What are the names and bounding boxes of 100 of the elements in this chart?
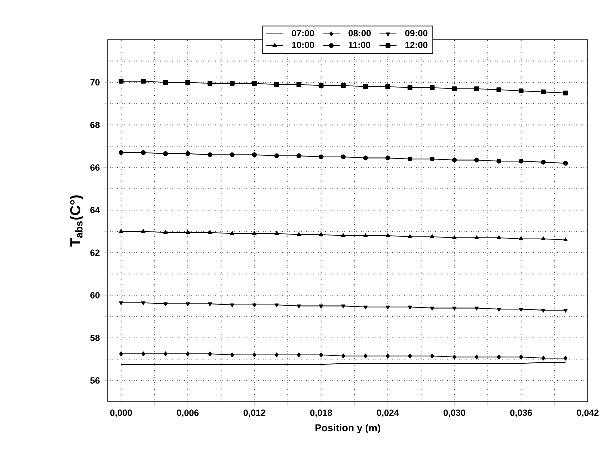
point — [186, 230, 190, 234]
y-tick-label: 58 — [90, 334, 100, 342]
x-tick-label: 0,042 — [577, 410, 599, 418]
point — [564, 309, 568, 313]
point — [452, 354, 457, 360]
point — [386, 234, 390, 238]
point — [542, 356, 546, 361]
point — [496, 308, 502, 312]
y-tick-label: 64 — [90, 207, 100, 214]
point — [474, 306, 480, 311]
point — [541, 236, 546, 240]
x-axis-title: Position y (m) — [316, 424, 380, 434]
point — [186, 302, 190, 306]
point — [541, 309, 546, 313]
point — [342, 354, 346, 359]
y-axis-title: T$_{abs}$(C°) — [70, 196, 84, 247]
point — [341, 83, 346, 88]
point — [408, 86, 413, 90]
point — [408, 354, 412, 359]
point — [408, 156, 413, 162]
point — [452, 86, 458, 92]
point — [452, 306, 457, 311]
legend-label: 10:00 — [292, 42, 314, 48]
x-tick-label: 0,030 — [444, 410, 466, 418]
point — [274, 154, 280, 158]
y-tick-label: 56 — [90, 378, 100, 384]
point — [541, 160, 546, 165]
point — [119, 302, 124, 306]
point — [363, 84, 368, 90]
point — [497, 354, 502, 360]
y-tick-label: 68 — [90, 122, 100, 128]
point — [119, 229, 124, 234]
point — [364, 306, 368, 310]
point — [274, 82, 280, 88]
point — [496, 88, 502, 92]
point — [519, 308, 524, 312]
point — [519, 236, 524, 240]
point — [541, 90, 546, 95]
point — [364, 354, 368, 359]
point — [275, 352, 279, 358]
point — [341, 154, 346, 160]
legend-label: 09:00 — [405, 30, 428, 37]
point — [430, 354, 434, 359]
point — [208, 352, 212, 356]
legend-label: 08:00 — [348, 30, 371, 37]
point — [118, 79, 124, 84]
point — [208, 302, 212, 306]
point — [408, 306, 412, 310]
point — [141, 229, 146, 234]
point — [319, 232, 324, 236]
point — [164, 230, 168, 234]
point — [452, 158, 458, 163]
point — [518, 158, 524, 164]
point — [408, 234, 412, 238]
point — [274, 231, 280, 236]
point — [118, 150, 124, 156]
point — [119, 352, 124, 356]
point — [318, 83, 324, 88]
point — [274, 304, 280, 308]
y-tick-label: 60 — [90, 292, 100, 299]
point — [142, 352, 146, 356]
point — [475, 354, 479, 360]
point — [386, 156, 390, 161]
point — [164, 352, 168, 356]
point — [208, 81, 213, 86]
point — [564, 356, 568, 361]
point — [296, 154, 302, 158]
point — [364, 234, 368, 238]
y-tick-label: 62 — [90, 250, 100, 256]
point — [230, 81, 235, 86]
point — [319, 304, 324, 309]
point — [230, 304, 235, 308]
point — [141, 302, 146, 306]
x-tick-label: 0,018 — [310, 410, 332, 418]
point — [252, 152, 258, 158]
point — [563, 90, 568, 96]
point — [452, 236, 457, 240]
point — [186, 352, 190, 356]
point — [296, 304, 302, 309]
point — [163, 152, 168, 156]
point — [186, 152, 190, 156]
point — [230, 231, 235, 236]
point — [208, 230, 212, 234]
point — [386, 306, 390, 310]
point — [252, 231, 257, 236]
point — [252, 304, 257, 308]
point — [252, 81, 258, 86]
legend-label: 07:00 — [292, 30, 314, 37]
point — [296, 232, 302, 236]
x-tick-label: 0,000 — [110, 410, 132, 418]
x-tick-label: 0,006 — [177, 410, 199, 418]
x-tick-label: 0,024 — [377, 410, 400, 418]
point — [386, 84, 390, 90]
legend-label: 11:00 — [348, 42, 371, 48]
point — [563, 161, 568, 166]
point — [496, 158, 502, 164]
x-tick-label: 0,012 — [244, 410, 266, 418]
point — [519, 354, 524, 360]
y-tick-label: 66 — [90, 164, 100, 171]
point — [496, 236, 502, 240]
